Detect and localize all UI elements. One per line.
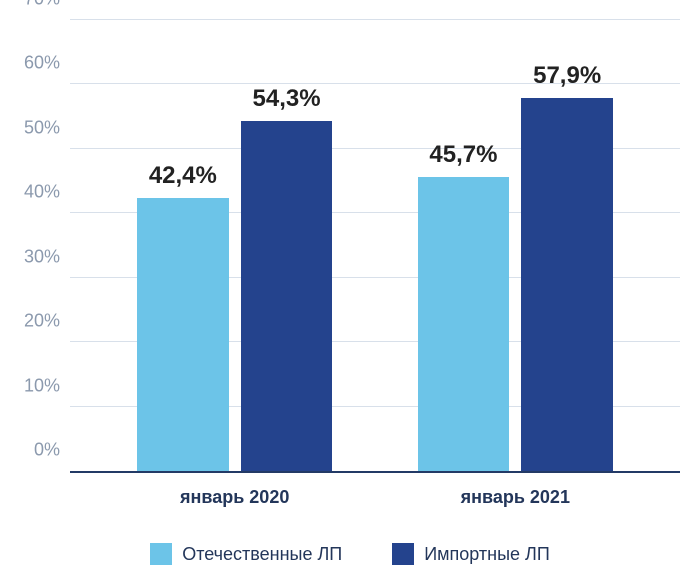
bar-jan2020-domestic xyxy=(137,198,229,471)
value-label-jan2020-domestic: 42,4% xyxy=(149,162,217,190)
y-axis-label: 30% xyxy=(10,246,60,267)
y-axis-label: 20% xyxy=(10,311,60,332)
y-axis-label: 50% xyxy=(10,117,60,138)
bar-jan2021-domestic xyxy=(418,177,510,471)
legend-label-domestic: Отечественные ЛП xyxy=(182,544,342,565)
x-axis-label-jan2020: январь 2020 xyxy=(180,487,289,508)
legend-swatch-domestic xyxy=(150,543,172,565)
legend-item-imported: Импортные ЛП xyxy=(392,543,550,565)
legend-label-imported: Импортные ЛП xyxy=(424,544,550,565)
value-label-jan2020-imported: 54,3% xyxy=(253,85,321,113)
y-axis-label: 70% xyxy=(10,0,60,10)
legend: Отечественные ЛП Импортные ЛП xyxy=(0,543,700,565)
y-axis-label: 0% xyxy=(10,440,60,461)
value-label-jan2021-imported: 57,9% xyxy=(533,62,601,90)
value-label-jan2021-domestic: 45,7% xyxy=(429,141,497,169)
grid-line xyxy=(70,19,680,20)
y-axis-label: 10% xyxy=(10,375,60,396)
bar-chart: 0%10%20%30%40%50%60%70%42,4%54,3%январь … xyxy=(70,20,680,473)
bar-jan2021-imported xyxy=(521,98,613,471)
x-axis-label-jan2021: январь 2021 xyxy=(461,487,570,508)
legend-swatch-imported xyxy=(392,543,414,565)
y-axis-label: 40% xyxy=(10,182,60,203)
legend-item-domestic: Отечественные ЛП xyxy=(150,543,342,565)
bar-jan2020-imported xyxy=(241,121,333,471)
y-axis-label: 60% xyxy=(10,53,60,74)
